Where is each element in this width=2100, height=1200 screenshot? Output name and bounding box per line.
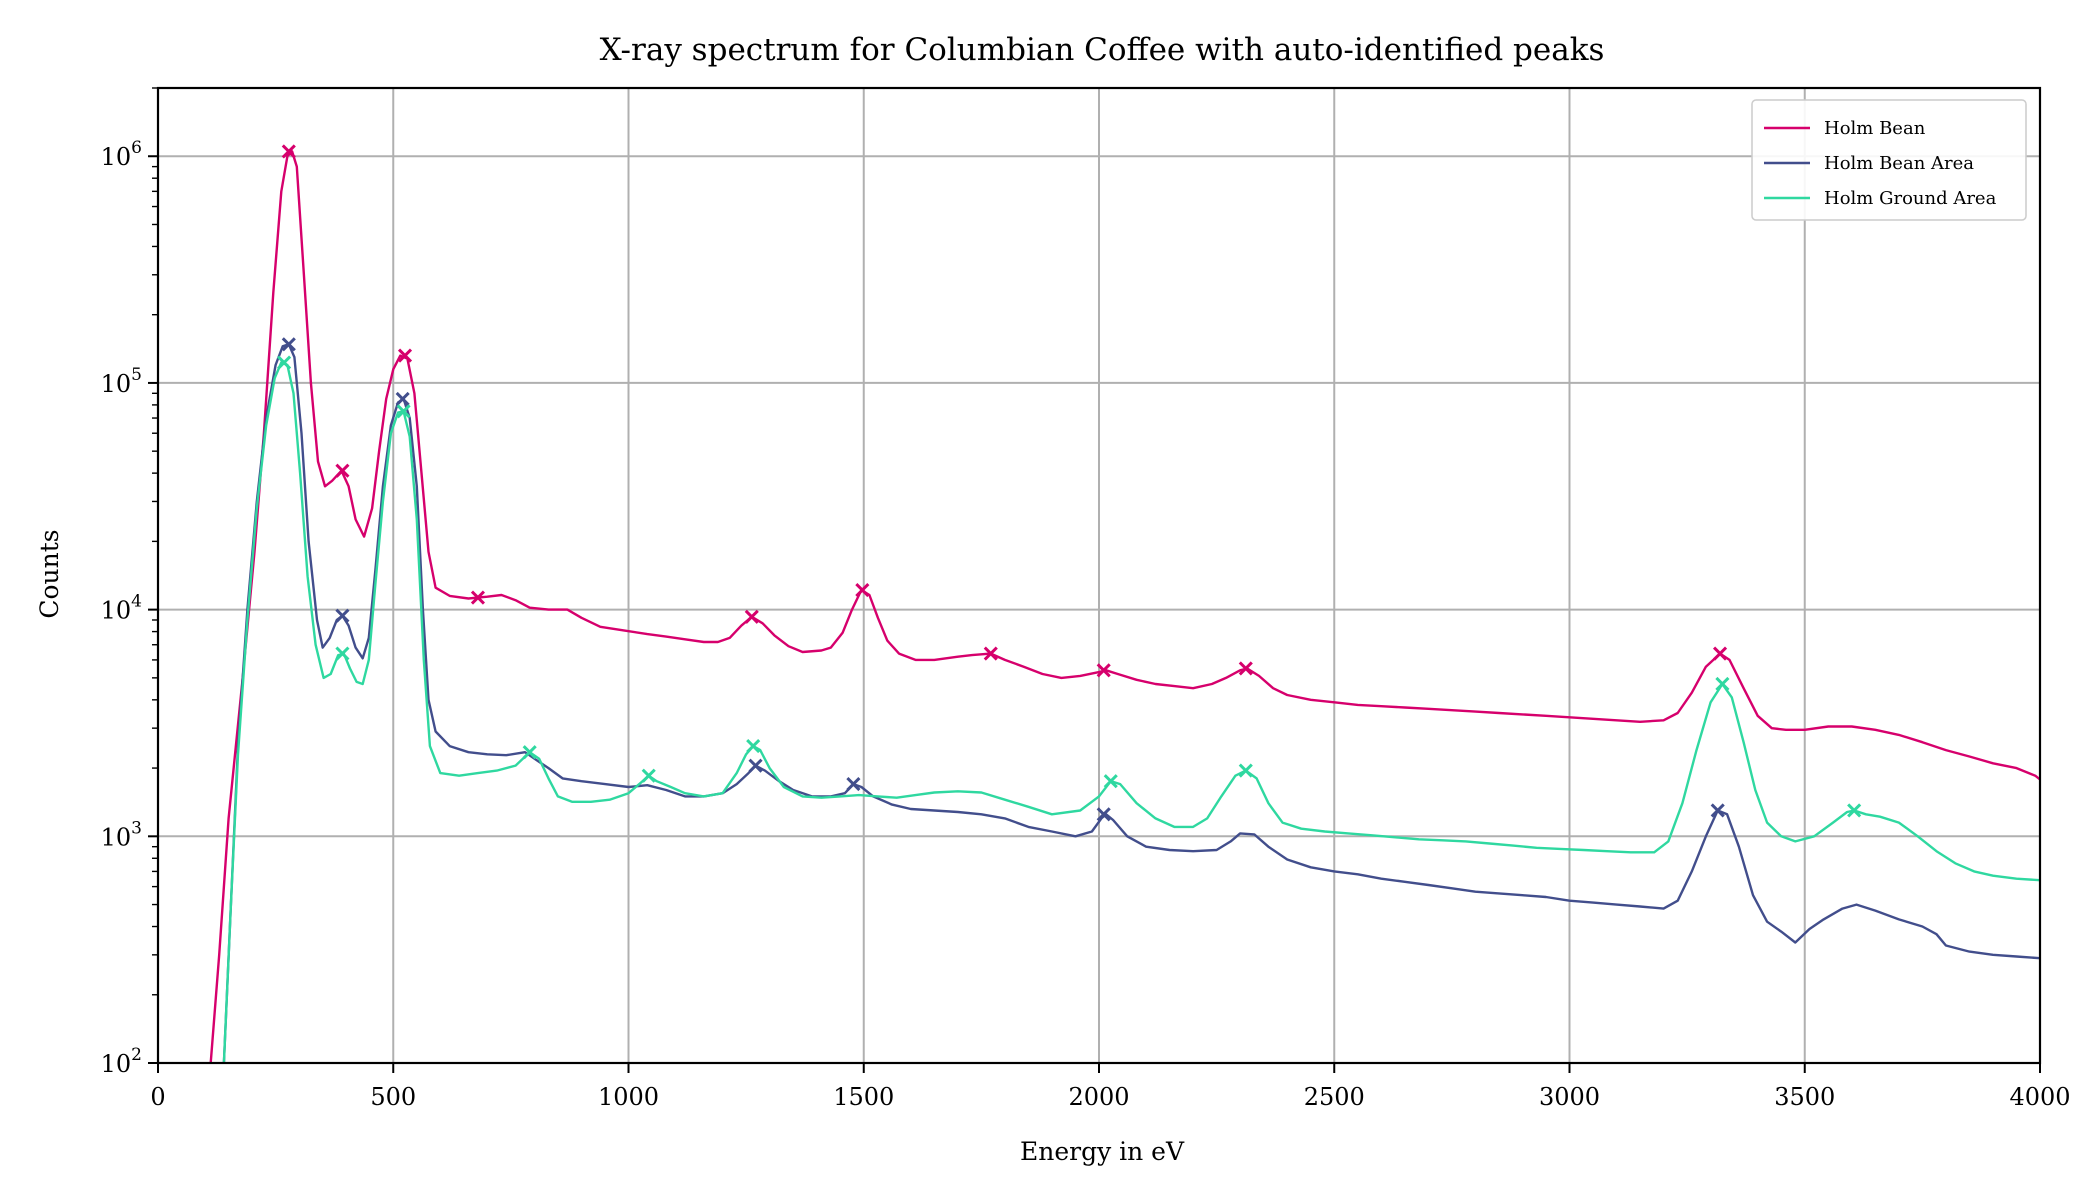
peak-marker	[397, 348, 413, 363]
peak-marker	[1847, 803, 1862, 818]
y-tick-label: 102	[101, 1045, 142, 1078]
peak-marker	[1096, 663, 1111, 678]
peak-marker	[1715, 676, 1730, 692]
plot-frame	[156, 86, 2042, 1065]
series-line-1	[222, 343, 2040, 1063]
peak-marker	[748, 758, 763, 773]
peak-marker	[395, 391, 410, 406]
series-line-2	[222, 361, 2040, 1063]
peak-marker	[746, 739, 761, 754]
peak-marker	[470, 590, 486, 605]
peak-marker	[335, 646, 350, 661]
peak-marker	[335, 463, 350, 478]
x-tick-label: 0	[150, 1083, 165, 1111]
x-tick-label: 4000	[2009, 1083, 2070, 1111]
x-tick-label: 2000	[1068, 1083, 1129, 1111]
x-axis-label: Energy in eV	[1020, 1137, 1185, 1166]
series-layer	[209, 150, 2040, 1063]
x-tick-label: 1000	[598, 1083, 659, 1111]
peak-marker	[277, 355, 292, 370]
x-tick-label: 3500	[1774, 1083, 1835, 1111]
peak-marker	[335, 608, 350, 623]
x-tick-label: 2500	[1304, 1083, 1365, 1111]
legend-label: Holm Bean Area	[1824, 153, 1974, 174]
x-tick-label: 3000	[1539, 1083, 1600, 1111]
legend-label: Holm Bean	[1824, 118, 1926, 139]
peak-marker	[522, 745, 537, 760]
peak-marker	[1238, 763, 1253, 778]
y-tick-label: 105	[101, 365, 142, 398]
grid	[158, 88, 2040, 1063]
y-axis-label: Counts	[35, 529, 64, 618]
axes: 0 500 1000 1500 2000 2500 3000 3500 4000 102 103 10…	[101, 86, 2071, 1111]
legend-box	[1751, 99, 2027, 221]
legend: Holm Bean Holm Bean Area Holm Ground Area	[1751, 99, 2027, 221]
peak-marker	[641, 768, 656, 783]
chart-title: X-ray spectrum for Columbian Coffee with…	[600, 32, 1605, 68]
peak-marker	[846, 777, 861, 792]
peak-marker	[855, 582, 870, 598]
series-line-0	[209, 150, 2040, 1063]
peak-marker	[1096, 807, 1111, 822]
y-tick-label: 106	[101, 138, 142, 171]
peak-marker	[281, 337, 296, 352]
y-tick-label: 104	[101, 592, 142, 625]
peak-marker	[281, 144, 296, 159]
peak-marker	[1710, 803, 1725, 818]
x-tick-label: 500	[370, 1083, 416, 1111]
peak-marker	[1712, 646, 1728, 661]
peak-marker	[1103, 774, 1118, 789]
peak-marker	[744, 609, 759, 624]
peak-marker	[983, 646, 998, 661]
y-tick-label: 103	[101, 818, 142, 851]
x-tick-label: 1500	[833, 1083, 894, 1111]
peak-markers	[277, 144, 1862, 822]
legend-label: Holm Ground Area	[1824, 188, 1997, 209]
peak-marker	[1238, 661, 1253, 676]
peak-marker	[396, 404, 411, 419]
